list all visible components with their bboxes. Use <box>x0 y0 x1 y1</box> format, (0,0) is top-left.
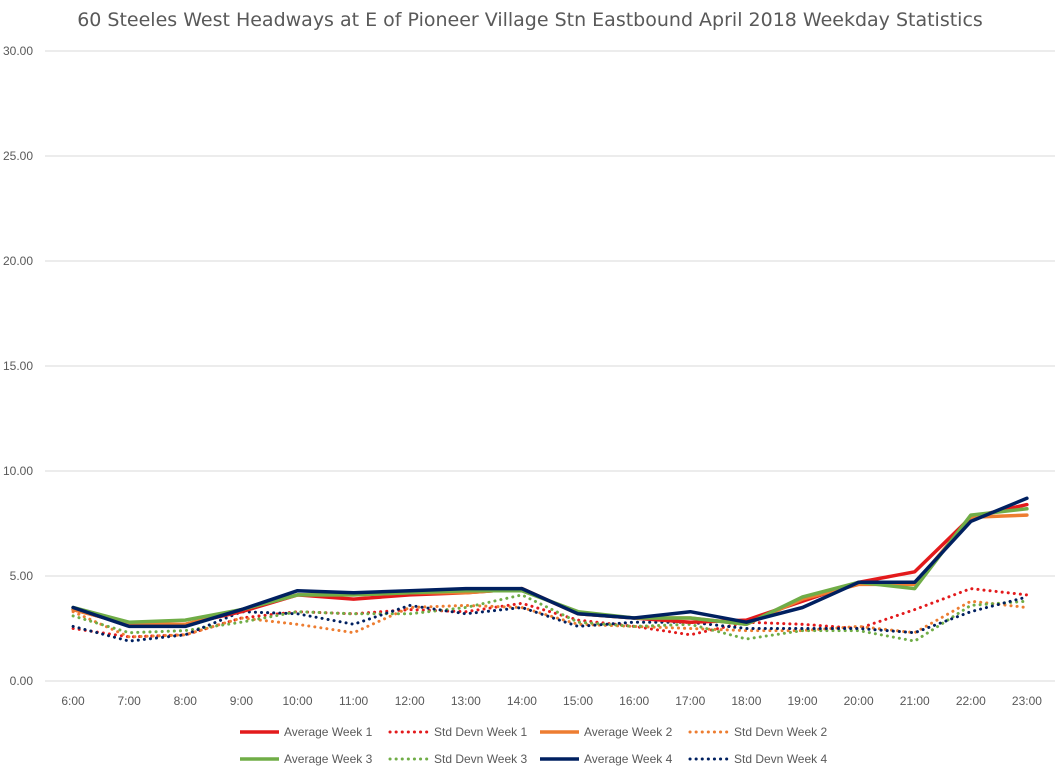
series-lines <box>71 496 1029 643</box>
series-line-average-week-3 <box>71 507 1029 627</box>
y-tick-label: 5.00 <box>10 569 34 583</box>
x-tick-label: 23:00 <box>1012 694 1042 708</box>
legend-label: Std Devn Week 4 <box>734 752 827 766</box>
legend-label: Average Week 1 <box>284 725 373 739</box>
series-line-std-devn-week-1 <box>71 587 1029 639</box>
x-tick-label: 7:00 <box>117 694 141 708</box>
y-tick-label: 10.00 <box>3 464 33 478</box>
x-tick-label: 9:00 <box>230 694 254 708</box>
y-tick-label: 0.00 <box>10 674 34 688</box>
x-tick-label: 11:00 <box>339 694 368 708</box>
legend-label: Average Week 2 <box>584 725 673 739</box>
y-tick-label: 30.00 <box>3 44 33 58</box>
chart-title: 60 Steeles West Headways at E of Pioneer… <box>77 9 983 31</box>
series-line-average-week-2 <box>71 513 1029 627</box>
x-axis-tick-labels: 6:00 7:00 8:00 9:00 10:00 11:00 12:00 13:00 14:0… <box>61 694 1042 708</box>
y-tick-label: 15.00 <box>3 359 33 373</box>
x-tick-label: 12:00 <box>395 694 425 708</box>
x-tick-label: 16:00 <box>619 694 649 708</box>
x-tick-label: 10:00 <box>282 694 312 708</box>
x-tick-label: 15:00 <box>563 694 593 708</box>
x-tick-label: 21:00 <box>900 694 930 708</box>
x-tick-label: 14:00 <box>507 694 537 708</box>
legend-label: Std Devn Week 3 <box>434 752 527 766</box>
x-tick-label: 8:00 <box>174 694 198 708</box>
legend-label: Average Week 3 <box>284 752 373 766</box>
series-line-average-week-1 <box>71 502 1029 627</box>
legend-label: Std Devn Week 1 <box>434 725 527 739</box>
x-tick-label: 20:00 <box>844 694 874 708</box>
gridlines <box>45 50 1055 682</box>
y-axis-tick-labels: 0.00 5.00 10.00 15.00 20.00 25.00 30.00 <box>3 44 33 688</box>
y-tick-label: 25.00 <box>3 149 33 163</box>
x-tick-label: 18:00 <box>731 694 761 708</box>
legend: Average Week 1 Std Devn Week 1 Average Wee… <box>240 725 827 766</box>
y-tick-label: 20.00 <box>3 254 33 268</box>
series-line-std-devn-week-2 <box>71 599 1029 639</box>
x-tick-label: 13:00 <box>451 694 481 708</box>
x-tick-label: 22:00 <box>956 694 986 708</box>
x-tick-label: 19:00 <box>787 694 817 708</box>
legend-label: Std Devn Week 2 <box>734 725 827 739</box>
x-tick-label: 6:00 <box>61 694 85 708</box>
series-line-std-devn-week-3 <box>71 593 1029 643</box>
legend-label: Average Week 4 <box>584 752 673 766</box>
series-line-average-week-4 <box>71 496 1029 629</box>
x-tick-label: 17:00 <box>675 694 705 708</box>
